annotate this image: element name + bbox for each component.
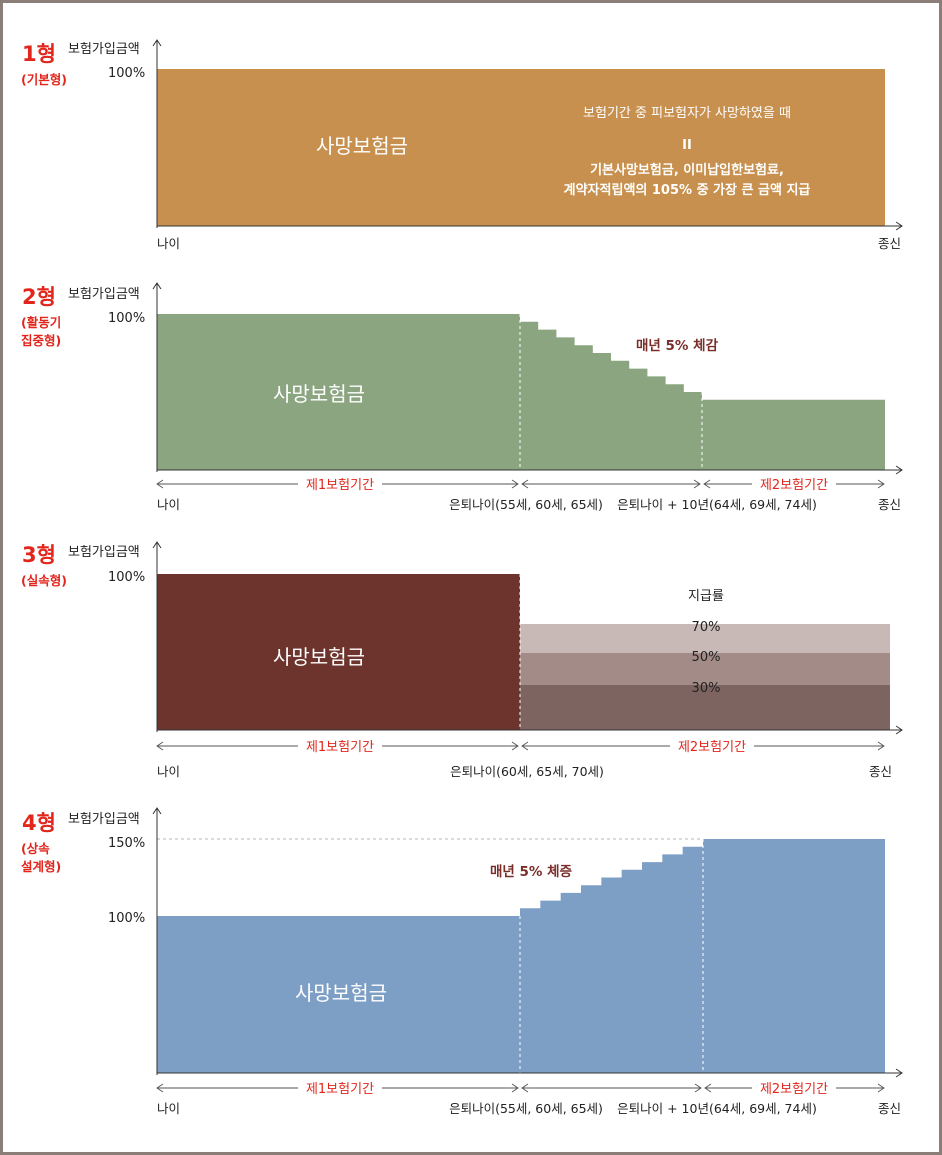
- type3-y-axis-label: 보험가입금액: [68, 545, 140, 560]
- type2-period2-arrow-left: [703, 479, 711, 489]
- type1-note-line3: 계약자적립액의 105% 중 가장 큰 금액 지급: [564, 182, 811, 198]
- type1-note-line1: 보험기간 중 피보험자가 사망하였을 때: [583, 106, 791, 121]
- type2-title: 2형: [22, 285, 56, 309]
- type2-mid-arrow-left: [521, 479, 529, 489]
- type4-period2-arrow-right: [877, 1083, 885, 1093]
- type4-period1-label: 제1보험기간: [306, 1082, 374, 1097]
- type2-subtitle-line2: 집중형): [21, 333, 61, 348]
- type2-x-start: 나이: [157, 497, 180, 512]
- type4-retire10-label: 은퇴나이 + 10년(64세, 69세, 74세): [617, 1101, 817, 1116]
- type4-subtitle-line2: 설계형): [21, 859, 61, 874]
- type4-y-axis-label: 보험가입금액: [68, 812, 140, 827]
- type3-period1-arrow-right: [511, 741, 519, 751]
- type1-panel: 1형 (기본형) 보험가입금액 100% 사망보험금 보험기간 중 피보험자가 …: [21, 39, 903, 251]
- type4-rate-label: 매년 5% 체증: [490, 864, 572, 880]
- type1-title: 1형: [22, 42, 56, 66]
- type2-benefit-label: 사망보험금: [273, 382, 365, 406]
- type3-x-end: 종신: [869, 764, 892, 779]
- type2-benefit-area: [157, 314, 885, 470]
- type1-x-start: 나이: [157, 236, 180, 251]
- type3-period1-label: 제1보험기간: [306, 740, 374, 755]
- type3-y-axis-arrow: [152, 541, 162, 549]
- type4-period2-arrow-left: [704, 1083, 712, 1093]
- type3-rate-title: 지급률: [688, 589, 724, 604]
- type4-tick-100: 100%: [108, 911, 145, 926]
- type4-subtitle-line1: (상속: [21, 841, 50, 856]
- type4-retire-label: 은퇴나이(55세, 60세, 65세): [449, 1101, 603, 1116]
- type3-band-30: [520, 685, 890, 730]
- type4-x-start: 나이: [157, 1101, 180, 1116]
- type2-period1-label: 제1보험기간: [306, 478, 374, 493]
- type3-retire-label: 은퇴나이(60세, 65세, 70세): [450, 764, 604, 779]
- type4-period1-arrow-right: [511, 1083, 519, 1093]
- type2-period2-label: 제2보험기간: [760, 478, 828, 493]
- type3-rate-50: 50%: [692, 650, 721, 665]
- type2-period1-arrow-left: [156, 479, 164, 489]
- type1-subtitle: (기본형): [21, 72, 67, 87]
- type3-tick-100: 100%: [108, 570, 145, 585]
- type2-period2-arrow-right: [877, 479, 885, 489]
- type4-benefit-label: 사망보험금: [295, 981, 387, 1005]
- type2-y-axis-arrow: [152, 282, 162, 290]
- type4-period2-label: 제2보험기간: [760, 1082, 828, 1097]
- type3-panel: 3형 (실속형) 보험가입금액 100% 사망보험금 지급률 70% 50% 3…: [21, 541, 903, 779]
- type3-x-start: 나이: [157, 764, 180, 779]
- type2-x-end: 종신: [878, 497, 901, 512]
- type1-y-axis-label: 보험가입금액: [68, 42, 140, 57]
- type3-period2-label: 제2보험기간: [678, 740, 746, 755]
- type1-y-axis-arrow: [152, 39, 162, 47]
- type1-benefit-area: [157, 69, 885, 226]
- type3-period2-arrow-left: [521, 741, 529, 751]
- type4-y-axis-arrow: [152, 807, 162, 815]
- type4-x-end: 종신: [878, 1101, 901, 1116]
- type3-benefit-label: 사망보험금: [273, 645, 365, 669]
- type1-note-line2: 기본사망보험금, 이미납입한보험료,: [590, 162, 784, 178]
- type2-x-axis-arrow: [895, 465, 903, 475]
- type2-retire10-label: 은퇴나이 + 10년(64세, 69세, 74세): [617, 497, 817, 512]
- type4-x-axis-arrow: [895, 1068, 903, 1078]
- type3-x-axis-arrow: [895, 725, 903, 735]
- type2-panel: 2형 (활동기 집중형) 보험가입금액 100% 사망보험금 매년 5% 체감 …: [21, 282, 903, 512]
- type3-rate-30: 30%: [692, 681, 721, 696]
- type3-benefit-area: [157, 574, 520, 730]
- type3-period2-arrow-right: [877, 741, 885, 751]
- type4-period1-arrow-left: [156, 1083, 164, 1093]
- type2-tick-100: 100%: [108, 311, 145, 326]
- type4-title: 4형: [22, 811, 56, 835]
- type3-title: 3형: [22, 543, 56, 567]
- type2-period1-arrow-right: [511, 479, 519, 489]
- type1-x-axis-arrow: [895, 221, 903, 231]
- type2-rate-label: 매년 5% 체감: [636, 337, 719, 354]
- type1-x-end: 종신: [878, 236, 901, 251]
- type3-rate-70: 70%: [692, 620, 721, 635]
- type4-panel: 4형 (상속 설계형) 보험가입금액 150% 100% 사망보험금 매년 5%…: [21, 807, 903, 1116]
- type2-mid-arrow-right: [693, 479, 701, 489]
- type4-tick-150: 150%: [108, 836, 145, 851]
- type1-note-equals: II: [682, 138, 692, 153]
- type1-benefit-label: 사망보험금: [316, 134, 408, 158]
- type1-tick-100: 100%: [108, 66, 145, 81]
- type4-mid-arrow-right: [694, 1083, 702, 1093]
- type2-subtitle-line1: (활동기: [21, 315, 61, 330]
- type2-y-axis-label: 보험가입금액: [68, 287, 140, 302]
- type2-retire-label: 은퇴나이(55세, 60세, 65세): [449, 497, 603, 512]
- type4-mid-arrow-left: [521, 1083, 529, 1093]
- type3-period1-arrow-left: [156, 741, 164, 751]
- type3-subtitle: (실속형): [21, 573, 67, 588]
